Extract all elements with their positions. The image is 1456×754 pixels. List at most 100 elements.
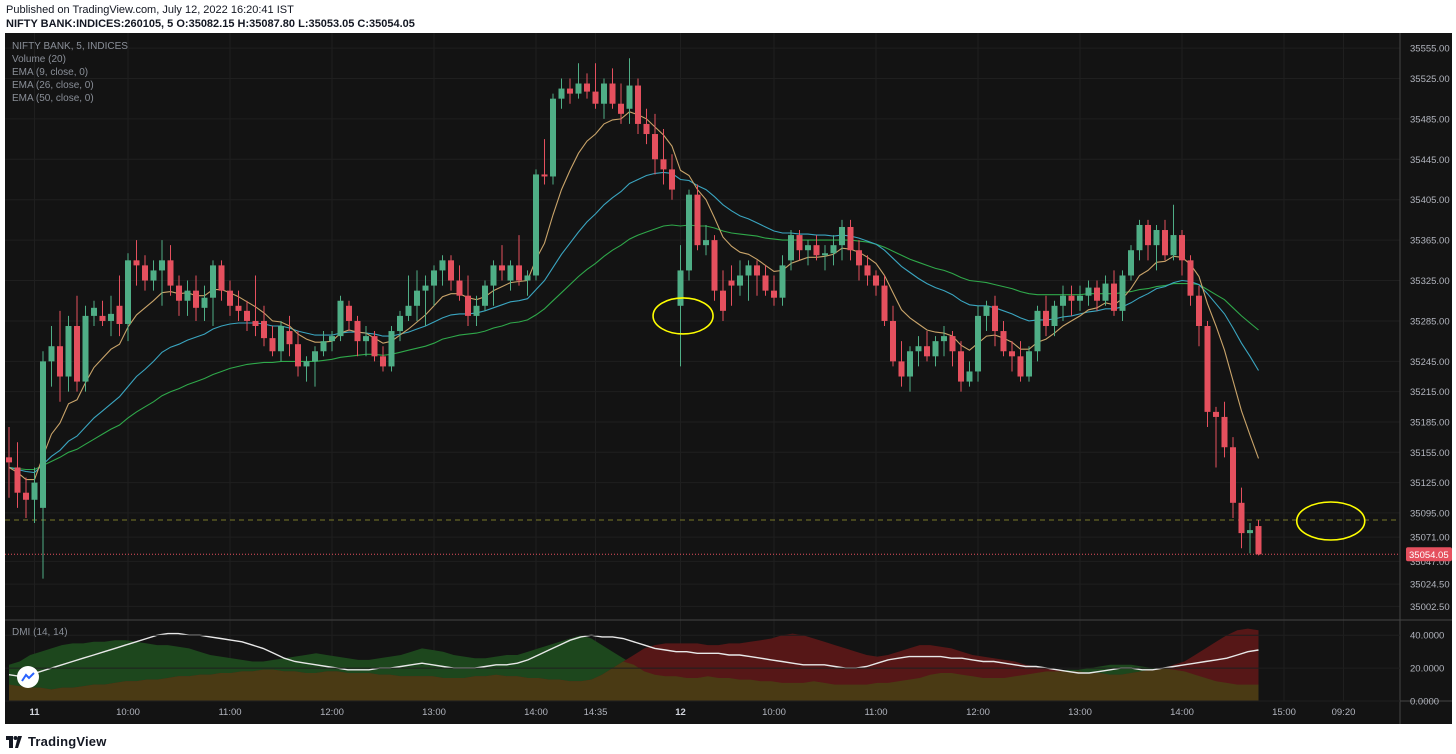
ema50-line — [8, 224, 1259, 471]
ema26-legend[interactable]: EMA (26, close, 0) — [12, 80, 94, 91]
candle — [949, 331, 956, 367]
chart-panel[interactable]: 35555.00 35525.00 35485.00 35445.00 35405.00… — [5, 33, 1452, 724]
candle-body — [1196, 295, 1202, 326]
candle — [388, 326, 395, 372]
candle — [881, 275, 888, 326]
candle-body — [1179, 235, 1185, 261]
candle — [456, 265, 463, 301]
tradingview-badge-icon[interactable] — [17, 666, 39, 688]
candle-body — [252, 320, 259, 326]
candle — [1085, 280, 1092, 306]
candle-body — [23, 492, 29, 500]
candle-body — [728, 280, 735, 286]
adx-line — [8, 632, 1259, 678]
time-tick-label: 13:00 — [422, 707, 446, 718]
last-price-tag — [1406, 547, 1452, 562]
candle-body — [745, 265, 752, 276]
ema9-legend[interactable]: EMA (9, close, 0) — [12, 67, 89, 78]
candle-body — [524, 275, 531, 281]
candle — [1068, 285, 1075, 316]
candle-body — [1043, 310, 1049, 326]
candle — [48, 326, 55, 387]
candle — [320, 331, 327, 357]
candle — [91, 300, 97, 326]
candle — [1051, 300, 1058, 337]
di-overlap-area — [9, 661, 1259, 701]
volume-legend[interactable]: Volume (20) — [12, 54, 66, 65]
dmi-legend[interactable]: DMI (14, 14) — [12, 627, 68, 638]
low-value: L:35053.05 — [298, 18, 355, 30]
candle — [1255, 519, 1262, 556]
price-tick-label: 35525.00 — [1410, 74, 1450, 85]
candle — [907, 346, 913, 392]
candle — [932, 336, 939, 367]
candle-body — [643, 123, 650, 135]
candle — [380, 346, 386, 372]
candle — [6, 427, 12, 498]
candle-body — [1204, 326, 1211, 412]
candle — [762, 265, 769, 296]
candle-body — [720, 290, 726, 311]
time-tick-label: 11:00 — [218, 707, 241, 718]
candle — [329, 331, 335, 352]
candle — [958, 341, 964, 392]
candle-body — [329, 336, 335, 342]
candle-body — [1247, 530, 1253, 534]
annotation-circle — [652, 297, 714, 335]
candle — [1043, 295, 1049, 337]
candle-body — [550, 98, 556, 177]
candle-body — [1170, 235, 1177, 256]
tradingview-brand: TradingView — [28, 733, 107, 749]
candle-body — [711, 240, 718, 291]
symbol-label: NIFTY BANK:INDICES:260105, 5 — [6, 18, 174, 30]
candle — [805, 240, 811, 266]
price-tick-label: 35185.00 — [1410, 417, 1450, 428]
candle — [1094, 280, 1100, 311]
candle — [830, 235, 837, 266]
candle — [856, 240, 862, 281]
chart-title[interactable]: NIFTY BANK, 5, INDICES — [12, 41, 128, 52]
candle-body — [932, 341, 939, 357]
candle-body — [1000, 331, 1007, 352]
candle-body — [320, 341, 327, 352]
candle-body — [1077, 295, 1083, 301]
candle-body — [473, 305, 480, 316]
candle — [167, 245, 174, 296]
dmi-tick-label: 40.0000 — [1410, 631, 1444, 642]
time-tick-label: 14:00 — [524, 707, 548, 718]
candle-body — [601, 83, 607, 104]
candle-body — [813, 245, 820, 256]
candle — [1009, 341, 1015, 372]
price-tick-label: 35485.00 — [1410, 114, 1450, 125]
candle-body — [924, 346, 930, 357]
time-tick-label: 12:00 — [966, 707, 990, 718]
candle-body — [184, 290, 191, 301]
candle — [1000, 320, 1007, 357]
candle-body — [261, 320, 267, 339]
time-tick-label: 11 — [29, 707, 40, 718]
symbol-ohlc-line: NIFTY BANK:INDICES:260105, 5 O:35082.15 … — [6, 18, 415, 30]
ema50-legend[interactable]: EMA (50, close, 0) — [12, 93, 94, 104]
candle-body — [269, 338, 276, 352]
candle — [618, 83, 624, 124]
candle-body — [371, 336, 378, 357]
candle-body — [65, 326, 72, 377]
candle-body — [992, 305, 998, 332]
candle-body — [354, 320, 361, 342]
candle — [822, 245, 828, 271]
candle — [771, 275, 777, 306]
candle — [57, 310, 63, 402]
candle — [337, 295, 344, 342]
candle-body — [609, 83, 616, 104]
chart-canvas[interactable]: 35555.00 35525.00 35485.00 35445.00 35405.00… — [5, 33, 1452, 724]
candle-body — [108, 313, 114, 321]
time-tick-label: 14:00 — [1170, 707, 1194, 718]
candle — [507, 260, 514, 291]
candle-body — [91, 307, 97, 316]
candle-body — [694, 194, 701, 246]
price-tick-label: 35245.00 — [1410, 357, 1450, 368]
candle-body — [465, 295, 471, 316]
candle-body — [1009, 351, 1015, 357]
candle-body — [652, 134, 658, 160]
candle — [635, 78, 641, 135]
